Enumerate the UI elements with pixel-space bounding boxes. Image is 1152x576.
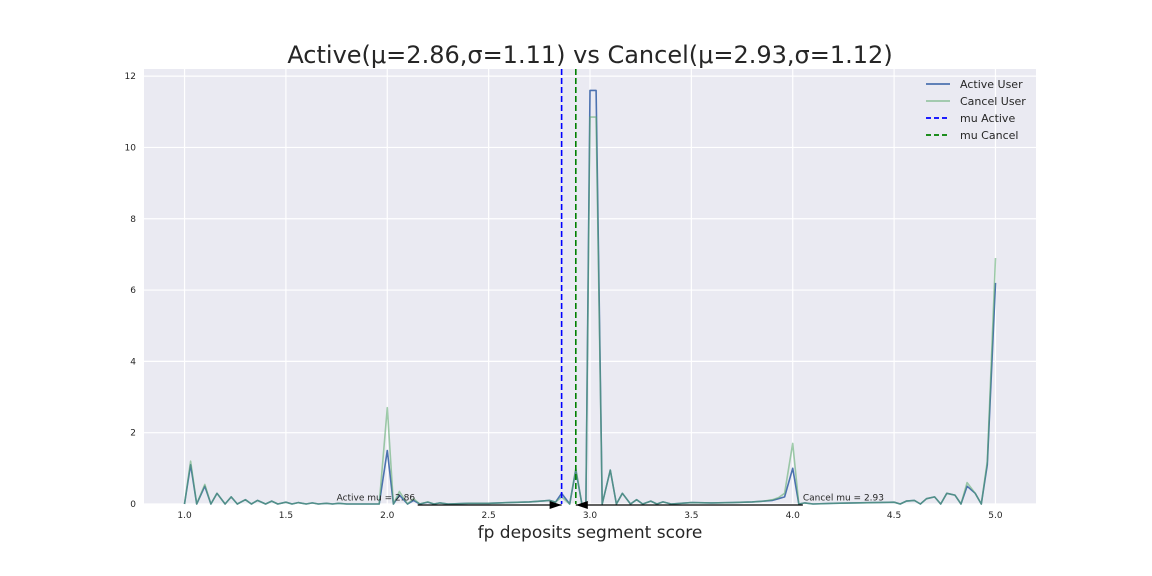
annotation-arrowhead bbox=[575, 501, 588, 509]
x-tick-label: 1.0 bbox=[177, 511, 192, 521]
annotation-arrowhead bbox=[549, 501, 562, 509]
vlines-layer bbox=[560, 69, 577, 504]
x-tick-label: 4.0 bbox=[786, 511, 801, 521]
legend-label: mu Cancel bbox=[960, 129, 1018, 142]
legend-label: mu Active bbox=[960, 112, 1015, 125]
legend-label: Active User bbox=[960, 78, 1023, 91]
y-tick-label: 4 bbox=[130, 357, 136, 367]
x-tick-label: 4.5 bbox=[887, 511, 901, 521]
x-axis-label: fp deposits segment score bbox=[478, 523, 703, 543]
y-tick-label: 6 bbox=[130, 286, 136, 296]
annotation-layer: Active mu = 2.86 Cancel mu = 2.93 bbox=[337, 493, 884, 509]
x-tick-label: 2.0 bbox=[380, 511, 395, 521]
x-tick-label: 2.5 bbox=[481, 511, 495, 521]
x-tick-label: 3.5 bbox=[684, 511, 698, 521]
annotation-text: Cancel mu = 2.93 bbox=[803, 493, 884, 503]
y-tick-label: 8 bbox=[130, 215, 136, 225]
y-tick-label: 12 bbox=[125, 72, 136, 82]
legend: Active User Cancel User mu Active mu Cancel bbox=[926, 78, 1026, 142]
y-tick-label: 10 bbox=[125, 143, 137, 153]
y-tick-label: 2 bbox=[130, 429, 136, 439]
tick-labels: 1.0 1.5 2.0 2.5 3.0 3.5 4.0 4.5 5.0 0 2 4 6 8 10 12 bbox=[125, 72, 1003, 521]
x-tick-label: 5.0 bbox=[988, 511, 1003, 521]
annotation-text: Active mu = 2.86 bbox=[337, 493, 416, 503]
x-tick-label: 3.0 bbox=[583, 511, 598, 521]
chart-title: Active(μ=2.86,σ=1.11) vs Cancel(μ=2.93,σ… bbox=[287, 41, 892, 69]
legend-label: Cancel User bbox=[960, 95, 1026, 108]
x-tick-label: 1.5 bbox=[279, 511, 293, 521]
y-tick-label: 0 bbox=[130, 500, 136, 510]
